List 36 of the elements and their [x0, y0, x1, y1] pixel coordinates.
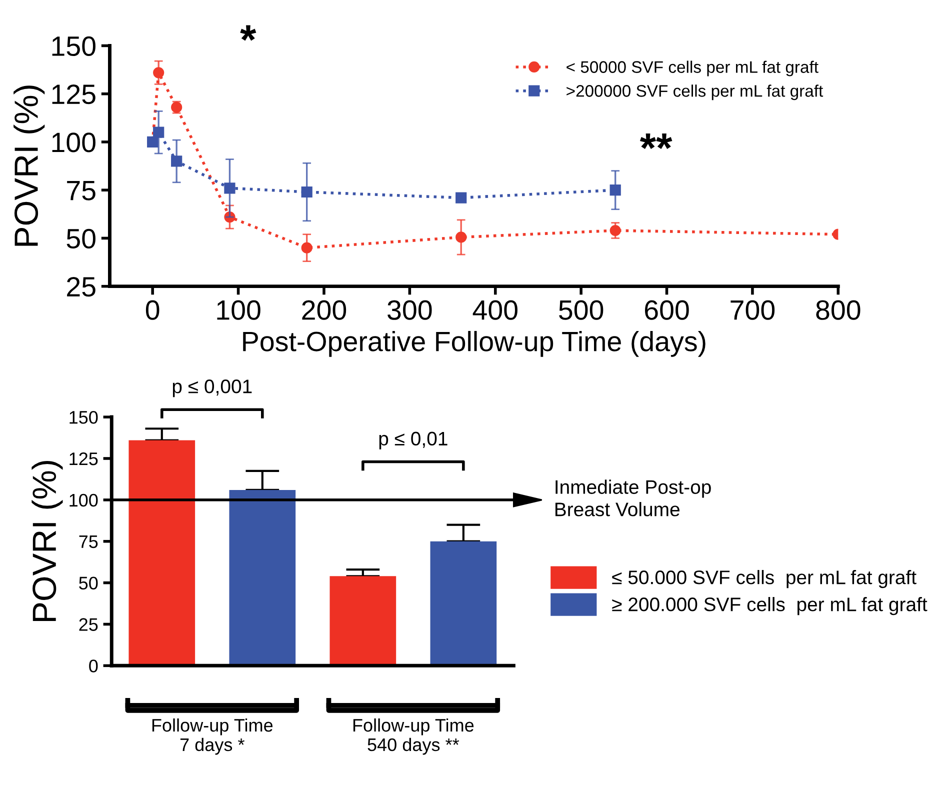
x-axis-title: Post-Operative Follow-up Time (days) — [243, 330, 706, 357]
y-tick-label: 25 — [79, 618, 98, 631]
annotation: p ≤ 0,01 — [379, 432, 448, 450]
y-tick-label: 150 — [52, 36, 96, 56]
y-tick-label: 100 — [52, 132, 96, 152]
y-axis-title: POVRI (%) — [14, 86, 45, 246]
y-tick-label: 25 — [67, 276, 96, 297]
x-tick-label: 400 — [472, 300, 518, 320]
legend-label: < 50000 SVF cells per mL fat graft — [566, 60, 818, 76]
y-tick-label: 50 — [66, 228, 96, 249]
x-tick-label: 600 — [645, 300, 689, 320]
legend-label: >200000 SVF cells per mL fat graft — [566, 84, 824, 100]
y-tick-label: 125 — [52, 84, 96, 104]
annotation: ** — [640, 134, 672, 150]
x-tick-label: 700 — [730, 300, 775, 320]
y-tick-label: 100 — [70, 494, 98, 507]
x-tick-label: 0 — [146, 300, 160, 320]
y-tick-label: 150 — [70, 410, 98, 424]
y-tick-label: 50 — [79, 576, 98, 590]
x-tick-label: 500 — [559, 300, 604, 320]
x-tick-label: 200 — [302, 300, 346, 320]
ref-line-label: Inmediate Post-op Breast Volume — [555, 480, 711, 516]
x-tick-label: Follow-up Time 540 days ** — [353, 718, 474, 755]
text: * — [240, 25, 256, 41]
legend-label: ≥ 200.000 SVF cells per mL fat graft — [612, 597, 928, 616]
y-tick-label: 0 — [89, 660, 98, 672]
x-tick-label: Follow-up Time 7 days * — [152, 718, 273, 755]
text: p ≤ 0,001 — [172, 380, 252, 398]
x-tick-label: 300 — [388, 300, 432, 320]
x-tick-label: 800 — [816, 300, 860, 320]
y-tick-label: 75 — [79, 535, 98, 548]
x-tick-label: 100 — [217, 300, 260, 320]
y-tick-label: 125 — [70, 452, 98, 466]
y-axis-title: POVRI (%) — [32, 461, 63, 622]
legend-label: ≤ 50.000 SVF cells per mL fat graft — [612, 570, 916, 588]
y-tick-label: 75 — [67, 181, 96, 200]
